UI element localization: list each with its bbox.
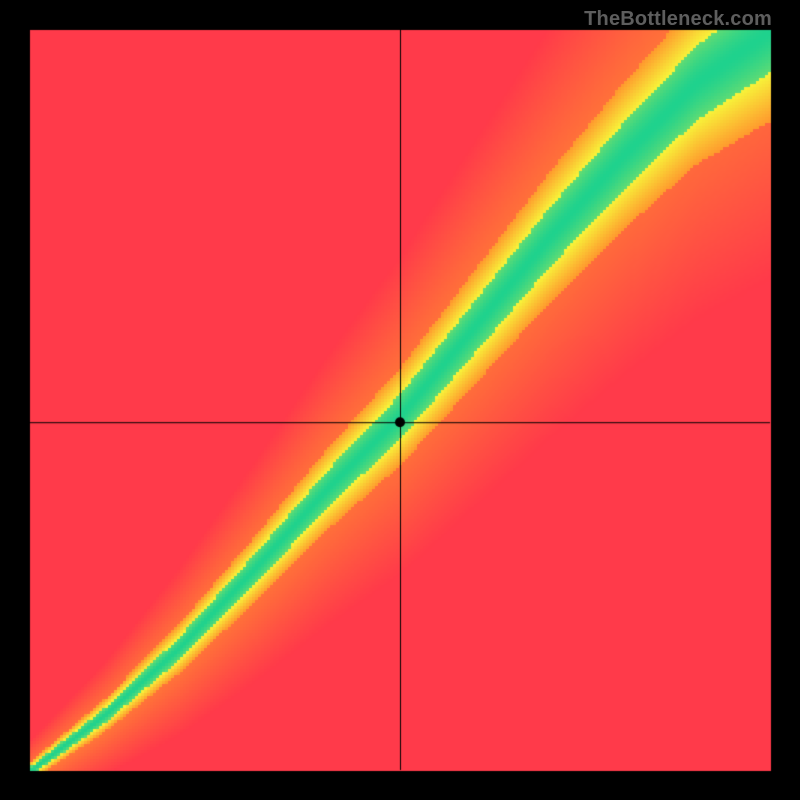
watermark-text: TheBottleneck.com bbox=[584, 8, 772, 31]
chart-container: TheBottleneck.com bbox=[0, 0, 800, 800]
heatmap-canvas bbox=[0, 0, 800, 800]
